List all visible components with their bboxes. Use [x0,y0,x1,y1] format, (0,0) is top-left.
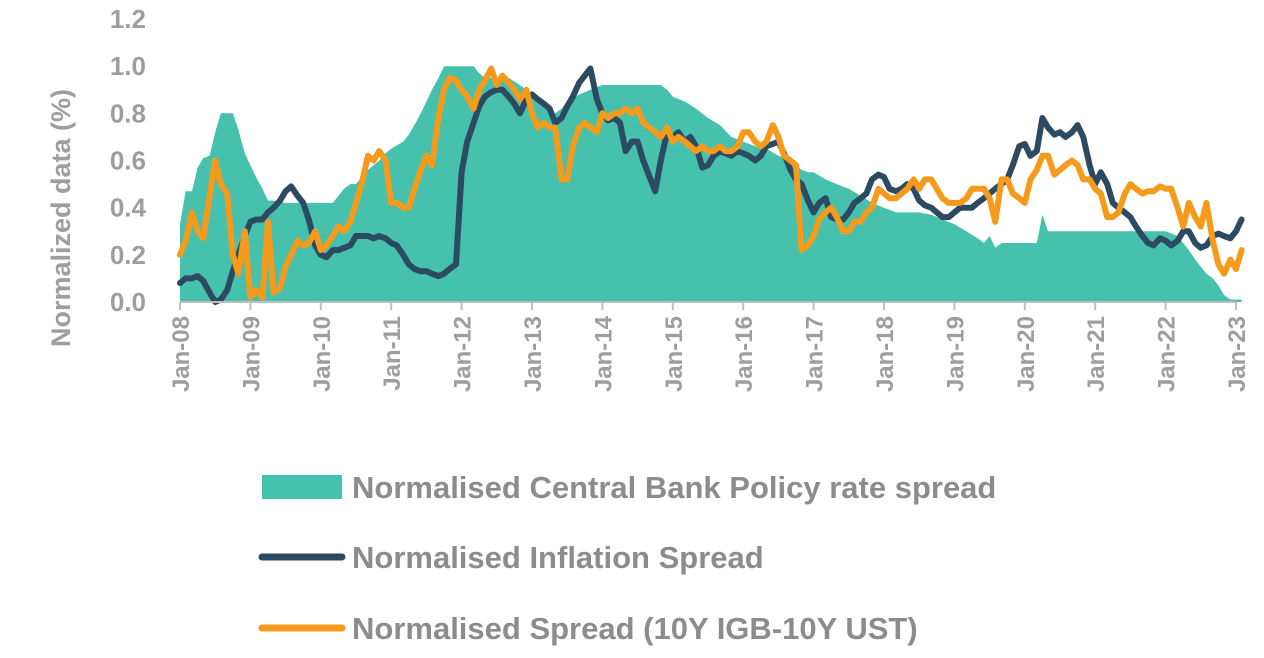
x-tick-label: Jan-08 [168,316,195,392]
x-tick-label: Jan-18 [872,316,899,392]
x-axis: Jan-08 Jan-09 Jan-10 Jan-11 Jan-12 Jan-13 Jan-… [168,301,1251,392]
x-tick-label: Jan-14 [590,315,617,392]
x-tick-label: Jan-11 [379,316,406,391]
x-tick-label: Jan-23 [1224,316,1251,392]
legend: Normalised Central Bank Policy rate spre… [258,470,996,646]
x-tick-label: Jan-12 [450,316,477,392]
legend-label-policy-rate: Normalised Central Bank Policy rate spre… [352,470,996,505]
y-tick-label: 0.4 [110,193,147,223]
x-tick-label: Jan-19 [942,316,969,392]
x-tick-label: Jan-21 [1083,316,1110,392]
plot-area [177,65,1245,305]
y-axis: 0.0 0.2 0.4 0.6 0.8 1.0 1.2 [110,4,147,317]
x-tick-label: Jan-20 [1013,316,1040,392]
legend-swatch-policy-rate [262,475,342,499]
series-line-igb-ust [177,65,1245,301]
y-tick-label: 1.0 [110,51,146,81]
y-tick-label: 0.2 [110,240,146,270]
series-line-inflation [177,65,1245,305]
x-tick-label: Jan-15 [661,316,688,392]
x-tick-label: Jan-16 [731,316,758,392]
y-axis-label: Normalized data (%) [46,89,76,347]
series-area-policy-rate [180,66,1242,302]
legend-label-igb-ust: Normalised Spread (10Y IGB-10Y UST) [352,611,918,646]
y-tick-label: 1.2 [110,4,146,34]
x-tick-label: Jan-10 [309,316,336,392]
x-tick-label: Jan-17 [802,316,829,392]
y-tick-label: 0.0 [110,287,146,317]
y-tick-label: 0.8 [110,98,146,128]
y-tick-label: 0.6 [110,146,146,176]
x-tick-label: Jan-09 [238,316,265,392]
x-tick-label: Jan-22 [1154,316,1181,392]
legend-label-inflation: Normalised Inflation Spread [352,540,764,575]
x-tick-label: Jan-13 [520,316,547,392]
